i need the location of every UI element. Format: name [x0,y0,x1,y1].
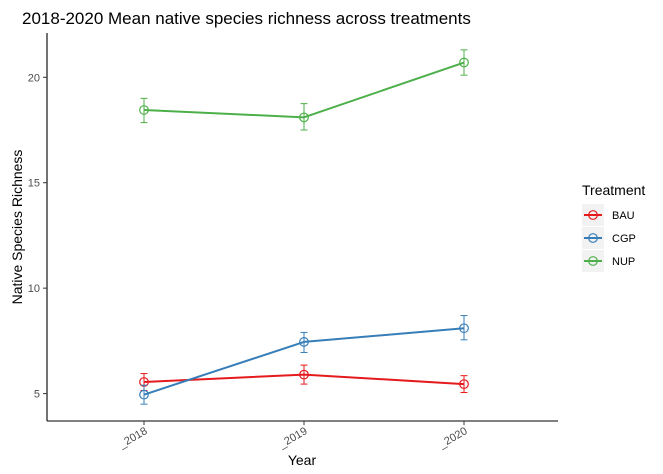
error-bar [300,103,308,131]
data-point [139,389,149,400]
data-point [299,337,309,347]
chart-title: 2018-2020 Mean native species richness a… [22,9,471,28]
error-bar [460,49,468,76]
series-cgp [139,315,469,405]
legend-key-point [588,256,598,266]
legend-item-nup: NUP [582,250,635,272]
legend-key-point [588,210,598,220]
legend-title: Treatment [582,182,645,198]
series-nup [139,49,469,131]
x-tick-label: _2018 [116,425,149,451]
error-bar [460,375,468,394]
legend-label: BAU [612,210,635,222]
data-point [459,323,469,334]
legend-item-bau: BAU [582,204,635,226]
x-axis-ticks: _2018 _2019 _2020 [116,421,470,451]
legend-item-cgp: CGP [582,227,636,249]
y-tick-label: 10 [28,283,40,295]
error-bar [140,384,148,405]
y-tick-label: 20 [28,72,40,84]
y-axis-ticks: 5 10 15 20 [28,72,47,401]
error-bar [300,364,308,385]
legend-label: CGP [612,233,636,245]
legend-key-point [588,233,598,243]
y-axis-title: Native Species Richness [9,150,25,305]
legend: Treatment BAU CGP NUP [582,182,645,272]
data-point [459,379,469,389]
data-point [299,112,309,123]
legend-label: NUP [612,256,635,268]
legend-items: BAU CGP NUP [582,204,636,272]
x-axis-title: Year [288,452,317,468]
data-point [139,105,149,115]
data-point [459,57,469,68]
error-bar [460,315,468,341]
error-bar [140,97,148,124]
error-bar [300,331,308,353]
plot-area [139,49,469,405]
x-tick-label: _2019 [276,425,309,451]
x-tick-label: _2020 [436,425,469,451]
y-tick-label: 5 [34,389,40,401]
y-tick-label: 15 [28,178,40,190]
data-point [299,369,309,380]
